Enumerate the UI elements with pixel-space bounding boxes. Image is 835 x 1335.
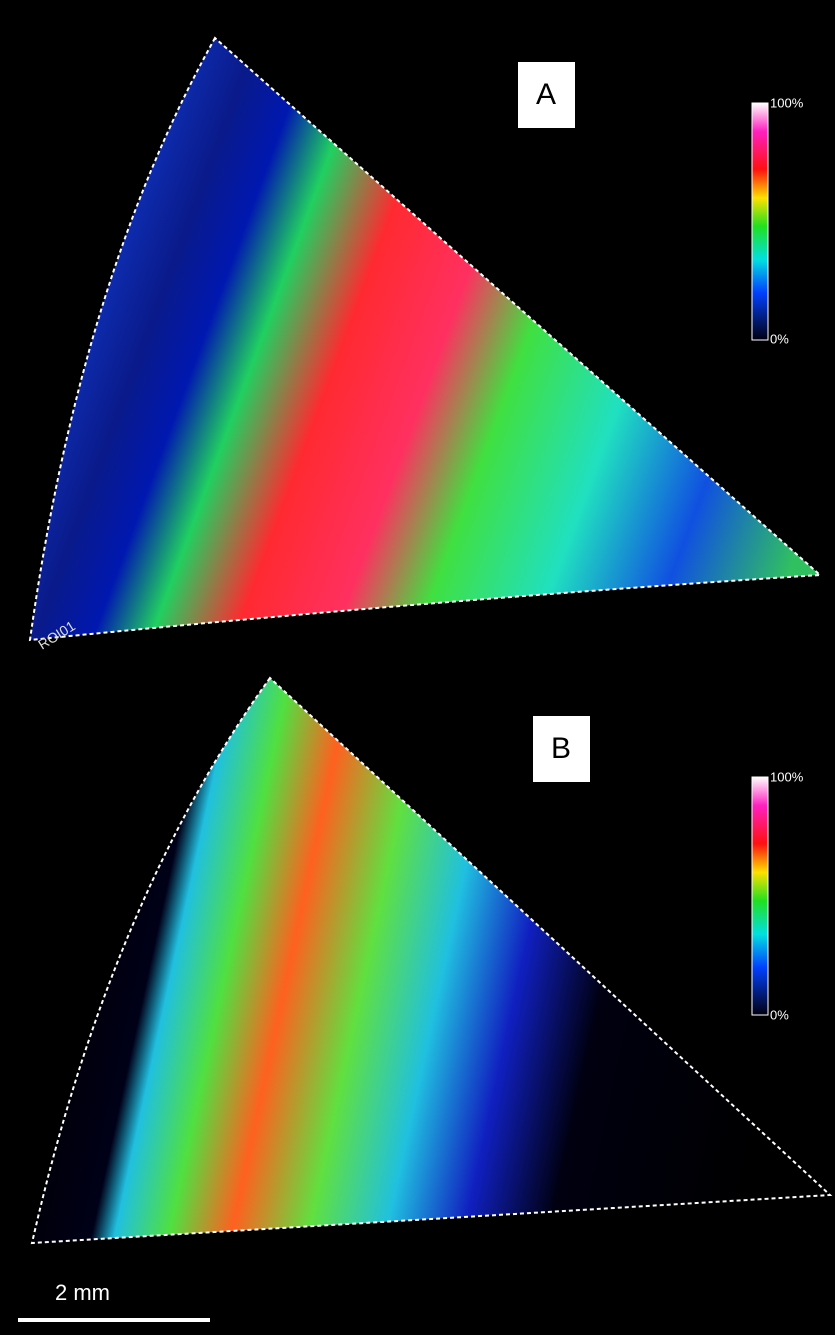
figure: A 100% 0% ROI01 B 100% 0% 2 mm	[0, 0, 835, 1335]
panel-label: B	[551, 732, 571, 765]
colorbar-min: 0%	[770, 331, 789, 346]
colorbar	[752, 777, 768, 1015]
colorbar-min: 0%	[770, 1007, 789, 1022]
panel-label: A	[536, 78, 556, 111]
colorbar-max: 100%	[770, 769, 804, 784]
map-b	[32, 678, 830, 1243]
map-a	[30, 38, 820, 640]
colorbar	[752, 103, 768, 340]
scale-bar-label: 2 mm	[55, 1280, 110, 1305]
page: {"panels": [ {"label": "A", "colorbar_ma…	[0, 0, 835, 1335]
colorbar-max: 100%	[770, 95, 804, 110]
